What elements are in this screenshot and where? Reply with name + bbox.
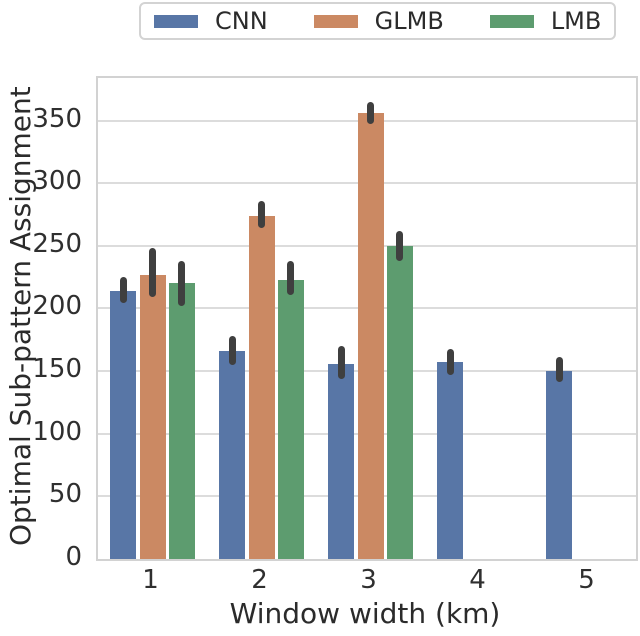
y-tick-label-0: 0 <box>65 542 82 572</box>
legend-entry: LMB <box>489 7 602 35</box>
bar-cnn-group1 <box>110 290 137 559</box>
legend-label: LMB <box>550 7 602 35</box>
bar-lmb-group2 <box>277 279 304 559</box>
error-bar-cnn-group5 <box>555 357 563 383</box>
y-tick-label-50: 50 <box>48 479 82 510</box>
bar-lmb-group1 <box>168 283 195 559</box>
error-bar-lmb-group2 <box>287 260 295 295</box>
x-axis-label: Window width (km) <box>229 597 501 630</box>
x-tick-label-3: 3 <box>360 565 377 595</box>
y-tick-label-150: 150 <box>32 354 82 385</box>
plot-area <box>96 76 638 561</box>
bar-cnn-group3 <box>328 363 355 559</box>
x-tick-label-1: 1 <box>142 565 159 595</box>
error-bar-cnn-group3 <box>337 346 345 379</box>
legend-swatch-lmb <box>489 14 534 28</box>
y-tick-label-300: 300 <box>32 166 82 197</box>
legend-entry: CNN <box>154 9 268 33</box>
x-tick-label-4: 4 <box>469 565 486 595</box>
error-bar-lmb-group1 <box>178 260 186 306</box>
y-tick-label-100: 100 <box>32 416 82 447</box>
legend-entry: GLMB <box>313 7 444 35</box>
error-bar-cnn-group1 <box>119 277 127 304</box>
y-tick-label-200: 200 <box>32 291 82 322</box>
bar-cnn-group2 <box>219 351 246 559</box>
bar-glmb-group1 <box>139 274 166 559</box>
bar-cnn-group5 <box>546 371 573 559</box>
error-bar-glmb-group1 <box>149 248 156 298</box>
y-tick-label-350: 350 <box>32 103 82 134</box>
bar-cnn-group4 <box>437 362 464 559</box>
x-tick-label-5: 5 <box>578 565 595 595</box>
bar-glmb-group2 <box>248 215 275 559</box>
legend-swatch-cnn <box>154 14 198 28</box>
chart-legend: CNN GLMB LMB <box>139 2 617 40</box>
error-bar-glmb-group2 <box>258 200 265 229</box>
x-tick-label-2: 2 <box>251 565 268 595</box>
bar-lmb-group3 <box>386 245 413 559</box>
error-bar-cnn-group2 <box>228 336 236 365</box>
error-bar-glmb-group3 <box>367 101 374 125</box>
legend-label: GLMB <box>374 7 444 35</box>
error-bar-cnn-group4 <box>446 348 454 375</box>
error-bar-lmb-group3 <box>396 230 404 261</box>
y-tick-label-250: 250 <box>32 228 82 259</box>
legend-label: CNN <box>215 7 268 35</box>
bar-glmb-group3 <box>357 113 384 559</box>
legend-swatch-glmb <box>313 14 358 28</box>
